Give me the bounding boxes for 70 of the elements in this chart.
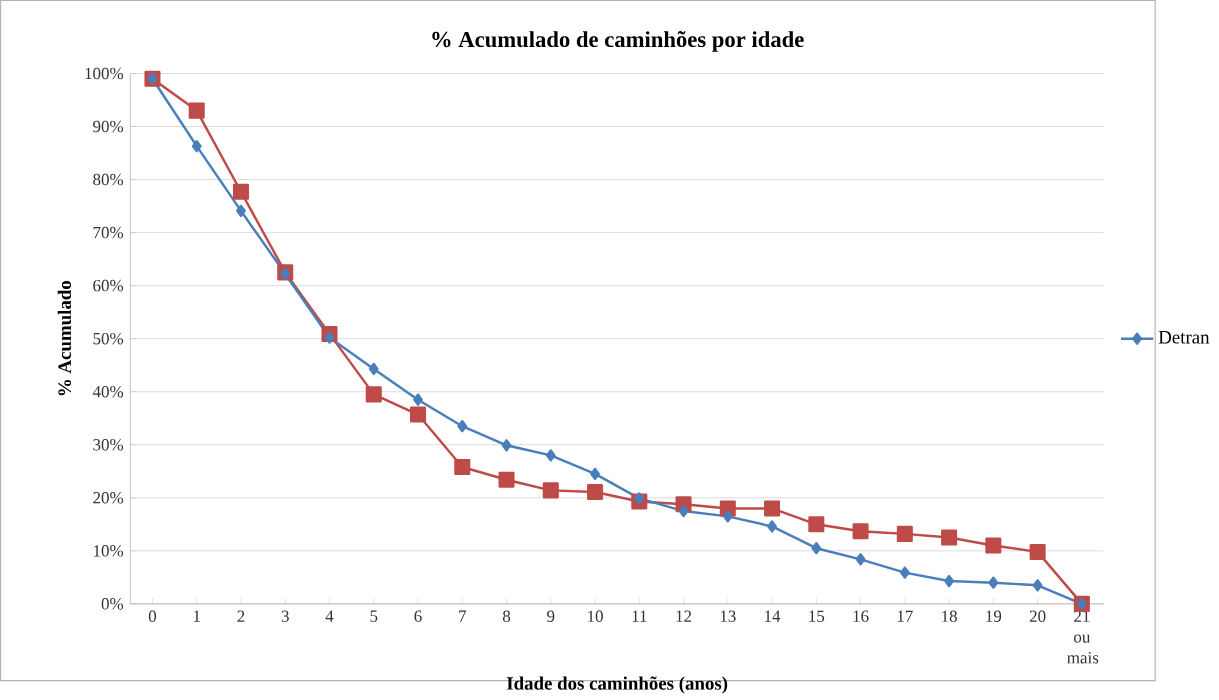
point [764,500,781,517]
y-tick-label: 80% [93,173,124,186]
x-tick-label: 14 [765,610,781,622]
y-tick-label: 20% [93,492,124,504]
y-tick-label: 0% [101,598,124,610]
x-tick-label: 16 [853,610,869,623]
x-tick-label: 13 [720,610,736,623]
x-tick-label: 10 [588,610,603,623]
point [941,529,958,546]
x-tick-label: 15 [809,610,825,622]
x-tick-label: 4 [325,610,334,622]
point [634,492,645,505]
x-tick-label: 8 [502,610,511,623]
x-tick-label: 1 [193,610,200,622]
point [232,183,250,200]
point [590,467,600,481]
x-tick-label: 6 [414,610,422,623]
point [811,542,822,555]
y-tick-label: 60% [93,279,124,292]
y-axis-title: % Acumulado [57,281,72,396]
point [988,576,999,589]
chart-title: % Acumulado de caminhões por idade [432,31,804,52]
point [944,574,954,588]
y-tick-label: 70% [93,226,124,239]
x-tick-label: 19 [986,610,1002,623]
x-tick-label: 17 [897,610,913,622]
x-axis-title: Idade dos caminhões (anos) [506,676,728,694]
point [457,420,468,433]
point [501,439,512,452]
point [191,140,202,153]
x-tick-label: 9 [547,610,555,623]
point [454,459,471,476]
x-tick-label: 5 [370,610,378,622]
point [1032,579,1043,592]
y-tick-label: 30% [93,439,124,451]
point [545,449,556,462]
x-tick-label: 7 [459,610,467,622]
point [852,523,869,540]
point [188,102,205,119]
x-tick-label: 2 [237,610,245,622]
point [368,362,379,376]
y-tick-label: 10% [94,545,124,557]
x-tick-label: 18 [942,610,957,623]
point [808,516,825,533]
point [899,566,910,579]
x-tick-label: 3 [281,610,289,623]
x-tick-label: 0 [148,610,157,623]
point [365,386,382,403]
point [1029,543,1046,560]
point [767,520,777,533]
legend-label: Detran [1158,331,1210,344]
point [324,331,335,344]
point [587,483,604,501]
point [896,525,913,542]
point [236,204,246,218]
point [985,537,1002,554]
point [409,406,427,423]
x-tick-label: 12 [676,610,692,622]
x-tick-label: 11 [632,610,647,622]
point [542,482,559,499]
y-tick-label: 50% [93,332,124,345]
y-tick-label: 40% [92,386,124,398]
x-tick-label: 20 [1029,610,1046,623]
y-tick-label: 100% [85,67,124,80]
point [498,471,515,488]
point [413,393,423,406]
point [678,504,689,518]
point [855,553,866,566]
y-tick-label: 90% [93,120,124,133]
point [722,510,733,523]
